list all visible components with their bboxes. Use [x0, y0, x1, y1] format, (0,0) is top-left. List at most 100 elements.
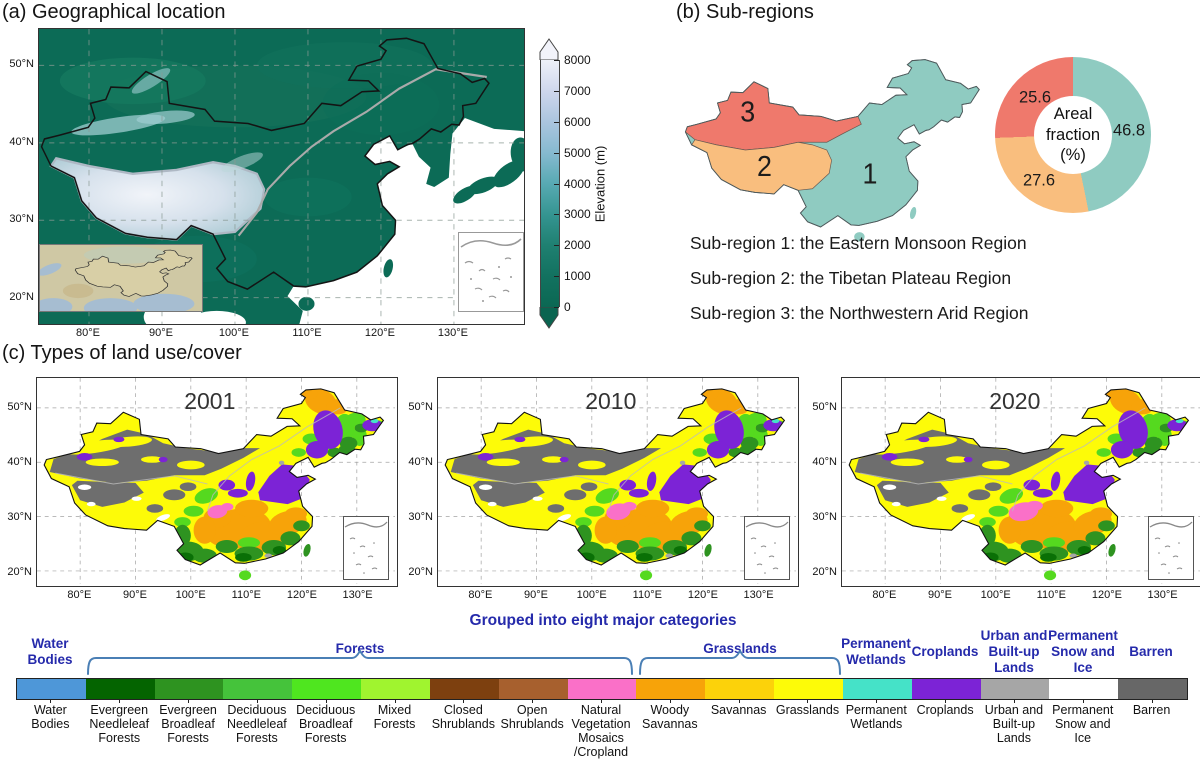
legend-swatch	[1118, 679, 1188, 699]
map-c-x-tick-label: 110°E	[1036, 589, 1066, 601]
landcover-map-2010: 2010	[437, 377, 799, 587]
colorbar-tick	[554, 276, 559, 278]
panel-a-title: (a) Geographical location	[2, 1, 226, 23]
legend-item-label: Urban and Built-up Lands	[984, 703, 1044, 745]
map-c-x-tick-label: 80°E	[468, 589, 493, 601]
legend-tick	[601, 699, 602, 703]
colorbar-tick	[554, 60, 559, 61]
legend-item-label: Barren	[1132, 703, 1171, 717]
legend-item-label: Permanent Snow and Ice	[1052, 703, 1114, 745]
legend-tick	[1082, 699, 1084, 703]
colorbar-top-arrow	[539, 38, 559, 60]
map-c-x-tick-label: 110°E	[231, 589, 261, 601]
legend-tick	[738, 699, 740, 703]
map-a-x-tick-label: 90°E	[148, 327, 173, 339]
legend-tick	[325, 699, 327, 703]
map-c-y-tick-label: 20°N	[812, 565, 837, 578]
south-china-sea-svg	[344, 521, 388, 574]
donut-value-label: 46.8	[1112, 121, 1146, 140]
colorbar-tick	[554, 90, 559, 92]
legend-tick	[463, 699, 465, 703]
legend-group-label: Water Bodies	[27, 636, 73, 667]
map-c-x-tick-label: 110°E	[632, 589, 662, 601]
legend-group-label: Permanent Wetlands	[841, 636, 911, 667]
legend-item-label: Evergreen Broadleaf Forests	[159, 703, 217, 745]
subregion-map-svg: 1 23	[684, 59, 980, 242]
colorbar-tick	[554, 121, 559, 123]
map-a-y-tick-label: 20°N	[9, 290, 34, 303]
legend-group-label: Croplands	[911, 644, 979, 659]
legend-item-label: Natural Vegetation Mosaics /Cropland	[571, 703, 631, 759]
map-a-x-tick-label: 110°E	[292, 327, 322, 339]
legend-title: Grouped into eight major categories	[469, 612, 737, 629]
map-c-x-tick-label: 130°E	[743, 589, 774, 601]
colorbar-tick	[554, 307, 559, 308]
brace-path	[87, 649, 841, 675]
map-c-x-tick-label: 100°E	[576, 589, 607, 601]
legend-item-label: Croplands	[916, 703, 974, 717]
map-a-x-tick-label: 130°E	[437, 327, 468, 339]
legend-tick	[50, 699, 52, 703]
legend-item-label: Open Shrublands	[500, 703, 564, 731]
south-china-sea-inset	[1148, 516, 1194, 580]
map-c-x-tick-label: 100°E	[175, 589, 206, 601]
colorbar-tick-label: 0	[564, 300, 571, 314]
legend-swatch	[1049, 679, 1119, 699]
colorbar-tick-label: 6000	[564, 114, 591, 129]
subregion-2-description: Sub-region 2: the Tibetan Plateau Region	[690, 268, 1012, 288]
legend-swatch	[17, 679, 86, 699]
colorbar-tick-label: 8000	[564, 53, 591, 67]
colorbar-tick-label: 2000	[564, 238, 591, 253]
south-china-sea-svg	[745, 521, 789, 574]
legend-swatch	[842, 679, 912, 699]
map-a-x-tick-label: 80°E	[75, 327, 100, 339]
map-c-x-tick-label: 80°E	[67, 589, 92, 601]
context-map-svg	[40, 245, 202, 311]
map-a-x-tick-label: 100°E	[218, 327, 250, 339]
colorbar-tick-label: 7000	[564, 83, 591, 98]
map-c-x-tick-label: 90°E	[928, 589, 953, 601]
map-c-y-tick-label: 40°N	[408, 456, 433, 469]
map-a-y-tick-label: 30°N	[9, 213, 34, 226]
legend-tick	[1151, 699, 1153, 703]
map-c-y-tick-label: 50°N	[7, 401, 32, 414]
subregion-1-description: Sub-region 1: the Eastern Monsoon Region	[690, 233, 1027, 253]
colorbar-axis-label: Elevation (m)	[592, 145, 608, 222]
legend-tick	[1013, 699, 1015, 703]
legend-item-label: Closed Shrublands	[431, 703, 495, 731]
colorbar-bottom-arrow	[539, 307, 559, 329]
areal-fraction-donut-chart: Areal fraction (%) 46.8 27.6 25.6	[995, 57, 1151, 213]
map-c-y-tick-label: 50°N	[812, 401, 837, 414]
legend-swatch	[567, 679, 637, 699]
landcover-map-2001: 2001	[36, 377, 398, 587]
south-china-sea-inset	[458, 232, 524, 312]
legend-tick	[188, 699, 190, 703]
region-2-number: 2	[757, 150, 772, 182]
legend-swatch	[292, 679, 362, 699]
legend-item-label: Deciduous Needleleaf Forests	[226, 703, 287, 745]
legend-group-label: Permanent Snow and Ice	[1048, 628, 1118, 675]
subregion-3-description: Sub-region 3: the Northwestern Arid Regi…	[690, 303, 1029, 323]
regional-context-inset	[39, 244, 203, 312]
legend-group-label: Grasslands	[703, 641, 777, 656]
legend-tick	[119, 699, 121, 703]
legend-swatch	[705, 679, 775, 699]
south-china-sea-inset	[744, 516, 790, 580]
colorbar-tick-label: 1000	[564, 269, 591, 284]
colorbar-tick	[554, 245, 559, 247]
map-c-y-tick-label: 30°N	[408, 510, 433, 523]
legend-item-label: Permanent Wetlands	[845, 703, 907, 731]
landcover-map-2020: 2020	[841, 377, 1200, 587]
map-c-x-tick-label: 80°E	[872, 589, 897, 601]
map-c-x-tick-label: 100°E	[980, 589, 1011, 601]
legend-tick	[945, 699, 947, 703]
legend-braces	[87, 649, 841, 675]
colorbar-tick-label: 3000	[564, 207, 591, 222]
legend-tick	[876, 699, 878, 703]
landcover-map-svg	[37, 378, 396, 584]
map-c-y-tick-label: 20°N	[7, 565, 32, 578]
year-label: 2010	[585, 388, 637, 414]
map-c-y-tick-label: 40°N	[812, 456, 837, 469]
legend-tick	[807, 699, 809, 703]
